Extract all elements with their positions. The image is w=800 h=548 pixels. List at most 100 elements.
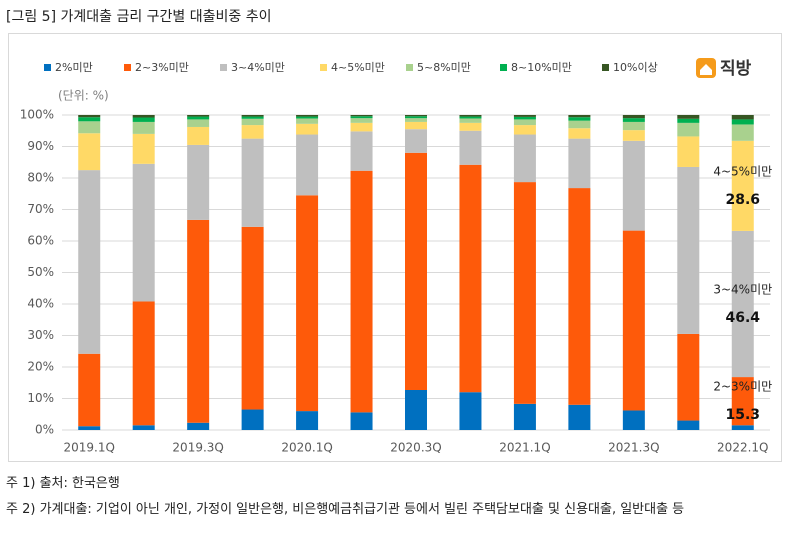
legend-label: 10%이상: [613, 61, 658, 74]
bar-segment: [459, 122, 482, 131]
bar-segment: [405, 118, 427, 122]
bar-segment: [132, 301, 155, 426]
bar-segment: [187, 144, 210, 220]
bar-segment: [731, 425, 754, 430]
bar-segment: [622, 230, 645, 411]
x-tick-label: 2020.1Q: [281, 441, 332, 455]
bar-segment: [78, 115, 101, 118]
bar-segment: [405, 129, 427, 153]
logo-house: [700, 64, 712, 75]
legend-swatch: [220, 64, 227, 71]
bar-segment: [568, 188, 591, 405]
legend-swatch: [124, 64, 131, 71]
bar-segment: [459, 392, 482, 430]
bar-segment: [296, 411, 319, 430]
bar-segment: [731, 119, 754, 125]
bar-segment: [513, 403, 536, 430]
x-tick-label: 2022.1Q: [717, 441, 768, 455]
x-tick-label: 2019.3Q: [172, 441, 223, 455]
chart: (단위: %) 직방 0% 10% 20% 30% 40% 50% 60% 70% 80% 90%…: [8, 33, 782, 462]
bar-segment: [241, 125, 264, 139]
annotation-value: 46.4: [725, 310, 760, 326]
bar-segment: [568, 128, 591, 139]
annotation-label: 4~5%미만: [713, 164, 772, 178]
legend-swatch: [44, 64, 51, 71]
bar-segment: [622, 410, 645, 430]
bar-segment: [677, 136, 700, 167]
chart-frame: [8, 33, 782, 462]
bar-segment: [405, 152, 427, 390]
bar-segment: [296, 115, 319, 117]
bar-segment: [296, 195, 319, 412]
legend-swatch: [500, 64, 507, 71]
notes: 주 1) 출처: 한국은행 주 2) 가계대출: 기업이 아닌 개인, 가정이 …: [6, 471, 796, 523]
bar-segment: [132, 425, 155, 430]
x-tick-label: 2021.3Q: [608, 441, 659, 455]
bar-segment: [296, 134, 319, 196]
legend-label: 5~8%미만: [417, 61, 471, 74]
y-tick-label: 40%: [27, 297, 54, 311]
bar-segment: [350, 131, 373, 171]
bar-segment: [187, 119, 210, 127]
legend-label: 4~5%미만: [331, 61, 385, 74]
note: 주 2) 가계대출: 기업이 아닌 개인, 가정이 일반은행, 비은행예금취급기…: [6, 502, 685, 517]
figure-title: [그림 5] 가계대출 금리 구간별 대출비중 추이: [6, 9, 272, 25]
y-tick-label: 90%: [27, 139, 54, 153]
bar-segment: [568, 120, 591, 129]
y-tick-label: 20%: [27, 360, 54, 374]
annotation-value: 28.6: [725, 192, 760, 208]
bar-segment: [187, 219, 210, 423]
bar-segment: [568, 138, 591, 189]
bar-segment: [187, 422, 210, 430]
bar-segment: [350, 118, 373, 123]
legend-swatch: [602, 64, 609, 71]
legend-swatch: [320, 64, 327, 71]
bar-segment: [78, 170, 101, 354]
note: 주 1) 출처: 한국은행: [6, 476, 120, 491]
bar-segment: [132, 133, 155, 164]
bar-segment: [350, 412, 373, 430]
bar-segment: [350, 170, 373, 413]
bar-segment: [622, 130, 645, 141]
legend-label: 3~4%미만: [231, 61, 285, 74]
bar-segment: [459, 118, 482, 123]
bar-segment: [405, 116, 427, 119]
bar-segment: [241, 116, 264, 119]
bar-segment: [677, 420, 700, 430]
bar-segment: [513, 125, 536, 135]
bar-segment: [568, 404, 591, 430]
bar-segment: [78, 117, 101, 122]
bar-segment: [459, 130, 482, 165]
bar-segment: [731, 140, 754, 231]
bar-segment: [677, 115, 700, 119]
bar-segment: [405, 115, 427, 117]
bar-segment: [513, 115, 536, 117]
y-tick-label: 10%: [27, 391, 54, 405]
bar-segment: [513, 119, 536, 126]
bar-segment: [622, 121, 645, 131]
bar-segment: [296, 116, 319, 119]
bar-segment: [187, 126, 210, 145]
bar-segment: [677, 333, 700, 421]
bar-segment: [132, 163, 155, 302]
bar-segment: [677, 118, 700, 123]
bar-segment: [513, 116, 536, 120]
bar-segment: [187, 116, 210, 120]
bar-segment: [350, 122, 373, 132]
bar-segment: [405, 389, 427, 430]
bar-segment: [241, 409, 264, 430]
bar-segment: [132, 115, 155, 118]
bar-segment: [241, 115, 264, 117]
logo-text: 직방: [720, 59, 752, 79]
bar-segment: [568, 117, 591, 121]
x-tick-label: 2020.3Q: [390, 441, 441, 455]
bar-segment: [568, 115, 591, 118]
bar-segment: [731, 115, 754, 120]
bar-segment: [677, 166, 700, 334]
y-tick-label: 0%: [35, 423, 54, 437]
x-tick-label: 2019.1Q: [64, 441, 115, 455]
bar-segment: [459, 164, 482, 393]
y-tick-label: 100%: [20, 108, 54, 122]
x-tick-label: 2021.1Q: [499, 441, 550, 455]
